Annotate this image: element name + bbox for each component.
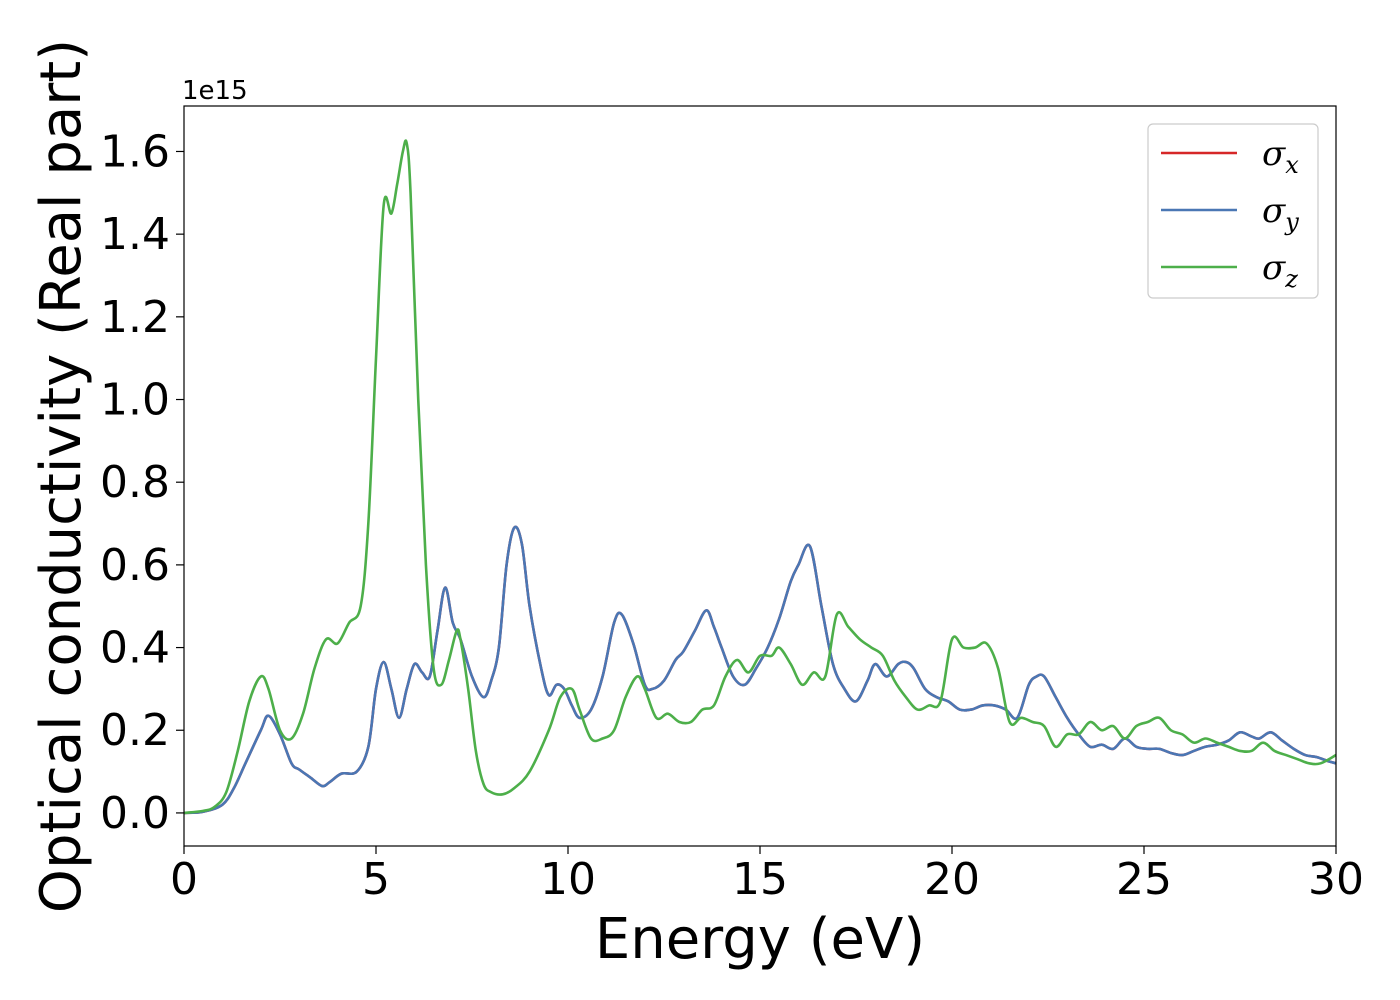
x-tick-label: 20 bbox=[924, 854, 980, 905]
y-axis-ticks: 0.0 0.2 0.4 0.6 0.8 1.0 1.2 1.4 1.6 bbox=[100, 126, 184, 839]
series-line-sigma-y bbox=[184, 525, 1336, 815]
y-tick-label: 0.0 bbox=[100, 788, 170, 839]
x-tick-label: 10 bbox=[540, 854, 596, 905]
legend-label-symbol: σ bbox=[1262, 191, 1286, 231]
y-tick-label: 0.4 bbox=[100, 623, 170, 674]
x-tick-label: 25 bbox=[1116, 854, 1172, 905]
legend-label-symbol: σ bbox=[1262, 134, 1286, 174]
series-layer bbox=[184, 139, 1336, 815]
x-tick-label: 0 bbox=[170, 854, 198, 905]
y-tick-label: 1.0 bbox=[100, 375, 170, 426]
y-tick-label: 0.6 bbox=[100, 540, 170, 591]
x-axis-ticks: 0 5 10 15 20 25 30 bbox=[170, 846, 1364, 905]
x-tick-label: 5 bbox=[362, 854, 390, 905]
y-tick-label: 1.6 bbox=[100, 126, 170, 177]
series-line-sigma-z bbox=[184, 139, 1336, 815]
y-offset-label: 1e15 bbox=[182, 76, 248, 106]
y-tick-label: 0.2 bbox=[100, 705, 170, 756]
legend-label-sigma-y: σy bbox=[1262, 191, 1299, 236]
legend-label-symbol: σ bbox=[1262, 248, 1286, 288]
y-tick-label: 1.2 bbox=[100, 292, 170, 343]
legend-label-subscript: x bbox=[1285, 151, 1299, 179]
x-axis-label: Energy (eV) bbox=[595, 907, 925, 972]
x-tick-label: 30 bbox=[1308, 854, 1364, 905]
x-tick-label: 15 bbox=[732, 854, 788, 905]
y-tick-label: 0.8 bbox=[100, 457, 170, 508]
legend-label-subscript: z bbox=[1284, 265, 1298, 293]
y-axis-label: Optical conductivity (Real part) bbox=[29, 39, 94, 913]
legend-label-sigma-z: σz bbox=[1262, 248, 1298, 293]
legend-label-subscript: y bbox=[1284, 208, 1299, 236]
y-tick-label: 1.4 bbox=[100, 209, 170, 260]
legend-label-sigma-x: σx bbox=[1262, 134, 1299, 179]
